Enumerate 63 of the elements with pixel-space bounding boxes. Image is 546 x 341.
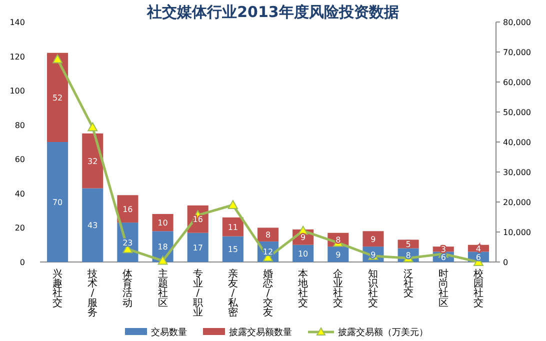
legend-label: 披露交易额数量 bbox=[229, 327, 292, 338]
y2-tick-label: 70,000 bbox=[503, 48, 531, 57]
data-label: 70 bbox=[52, 198, 63, 207]
y-tick-label: 60 bbox=[14, 155, 25, 164]
data-label: 52 bbox=[52, 93, 63, 102]
data-label: 9 bbox=[370, 250, 376, 260]
data-label: 43 bbox=[88, 221, 98, 230]
x-tick-label: 技术/服务 bbox=[86, 268, 98, 318]
bar bbox=[82, 188, 104, 262]
data-label: 10 bbox=[158, 218, 168, 228]
data-label: 3 bbox=[440, 245, 446, 254]
legend-label: 披露交易额（万美元） bbox=[338, 327, 428, 338]
y-tick-label: 120 bbox=[10, 52, 25, 62]
y2-tick-label: 10,000 bbox=[503, 228, 531, 237]
data-label: 32 bbox=[88, 156, 98, 166]
x-tick-label: 兴趣社交 bbox=[52, 268, 63, 309]
x-tick-label: 泛社交 bbox=[403, 268, 414, 300]
y2-tick-label: 60,000 bbox=[503, 78, 531, 87]
x-tick-label: 企业社交 bbox=[333, 268, 344, 309]
data-label: 17 bbox=[192, 243, 203, 252]
x-tick-label: 亲友/私密 bbox=[228, 268, 239, 318]
legend-label: 交易数量 bbox=[151, 327, 187, 338]
y-tick-label: 40 bbox=[14, 189, 25, 198]
chart-title: 社交媒体行业2013年度风险投资数据 bbox=[146, 3, 399, 21]
bar bbox=[47, 142, 68, 262]
x-tick-label: 婚恋/交友 bbox=[262, 269, 273, 318]
y-tick-label: 140 bbox=[10, 18, 25, 27]
data-label: 15 bbox=[228, 245, 238, 254]
x-tick-label: 校园社交 bbox=[472, 268, 484, 309]
point bbox=[88, 122, 98, 132]
y-tick-label: 80 bbox=[14, 120, 25, 130]
data-label: 4 bbox=[476, 244, 482, 254]
data-label: 9 bbox=[370, 234, 376, 244]
data-label: 12 bbox=[262, 248, 274, 257]
point bbox=[52, 54, 63, 64]
y2-tick-label: 0 bbox=[503, 258, 508, 267]
y-tick-label: 100 bbox=[10, 86, 25, 96]
data-label: 11 bbox=[228, 222, 238, 232]
y2-tick-label: 50,000 bbox=[503, 108, 531, 117]
x-tick-label: 时尚社区 bbox=[438, 268, 448, 309]
data-label: 8 bbox=[265, 230, 271, 240]
y-tick-label: 20 bbox=[14, 224, 25, 233]
data-label: 10 bbox=[298, 249, 308, 258]
data-label: 5 bbox=[406, 240, 411, 249]
x-tick-label: 主题社区 bbox=[158, 268, 168, 309]
data-label: 18 bbox=[158, 242, 168, 252]
x-tick-label: 专业/职业 bbox=[192, 268, 203, 318]
data-label: 16 bbox=[122, 204, 133, 214]
bar bbox=[47, 52, 68, 142]
y2-tick-label: 80,000 bbox=[503, 18, 531, 27]
y-tick-label: 0 bbox=[20, 258, 25, 267]
data-label: 6 bbox=[476, 252, 482, 262]
x-tick-label: 本地社交 bbox=[297, 268, 308, 309]
y2-tick-label: 30,000 bbox=[503, 168, 531, 177]
point bbox=[158, 256, 168, 265]
data-label: 8 bbox=[336, 236, 341, 245]
x-tick-label: 体育活动 bbox=[122, 268, 133, 309]
y2-tick-label: 40,000 bbox=[503, 138, 531, 147]
data-label: 9 bbox=[336, 250, 341, 260]
y2-tick-label: 20,000 bbox=[503, 198, 531, 207]
x-tick-label: 知识社交 bbox=[368, 268, 378, 309]
data-label: 9 bbox=[300, 233, 306, 242]
point bbox=[228, 200, 238, 209]
